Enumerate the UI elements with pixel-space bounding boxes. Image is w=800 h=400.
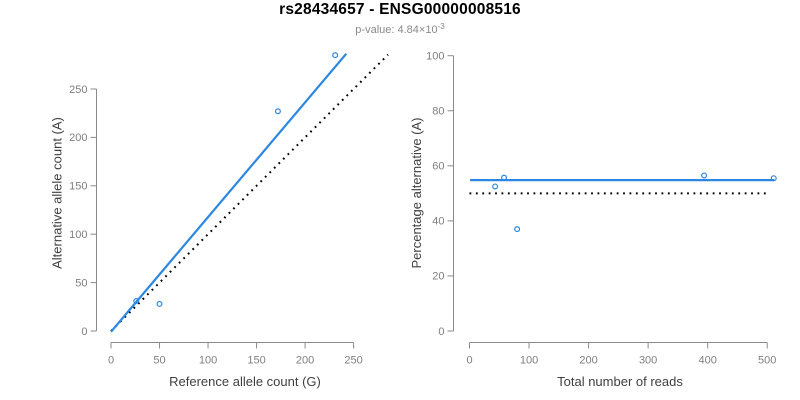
data-point bbox=[701, 172, 708, 179]
panel-allele-counts: 0 50 100 150 200 250 0 50 100 150 200 250 Reference … bbox=[50, 52, 389, 389]
x-axis-title: Reference allele count (G) bbox=[169, 374, 321, 389]
data-point bbox=[274, 108, 281, 115]
data-point bbox=[501, 174, 508, 181]
y-axis-title: Percentage alternative (A) bbox=[409, 117, 424, 268]
x-tick-label: 400 bbox=[698, 355, 716, 367]
data-point bbox=[133, 297, 140, 304]
y-tick-label: 20 bbox=[432, 271, 444, 283]
x-tick-label: 150 bbox=[247, 355, 265, 367]
y-tick-label: 150 bbox=[69, 181, 87, 193]
x-tick-label: 300 bbox=[639, 355, 657, 367]
x-tick-label: 50 bbox=[153, 355, 165, 367]
x-tick-label: 200 bbox=[296, 355, 314, 367]
panel-percentage-alternative: 0 20 40 60 80 100 0 100 200 300 400 500 Total number… bbox=[409, 51, 777, 389]
fit-line bbox=[110, 52, 348, 333]
data-point bbox=[332, 52, 339, 59]
data-point bbox=[514, 226, 521, 233]
y-tick-label: 200 bbox=[69, 132, 87, 144]
data-point bbox=[492, 183, 499, 190]
x-tick-label: 200 bbox=[579, 355, 597, 367]
x-tick-label: 0 bbox=[466, 355, 472, 367]
y-tick-label: 60 bbox=[432, 161, 444, 173]
p-value-subtitle: p-value: 4.84×10-3 bbox=[0, 22, 800, 36]
x-axis-title: Total number of reads bbox=[557, 374, 683, 389]
y-tick-label: 80 bbox=[432, 106, 444, 118]
y-tick-label: 100 bbox=[69, 229, 87, 241]
x-tick-label: 100 bbox=[520, 355, 538, 367]
x-tick-label: 250 bbox=[344, 355, 362, 367]
y-tick-label: 250 bbox=[69, 84, 87, 96]
x-tick-label: 500 bbox=[758, 355, 776, 367]
p-value-exponent: -3 bbox=[437, 22, 445, 31]
y-tick-label: 40 bbox=[432, 216, 444, 228]
y-tick-label: 0 bbox=[81, 326, 87, 338]
y-tick-label: 100 bbox=[426, 51, 444, 63]
data-point bbox=[156, 300, 163, 307]
y-tick-label: 50 bbox=[75, 277, 87, 289]
x-tick-label: 0 bbox=[108, 355, 114, 367]
y-tick-label: 0 bbox=[438, 326, 444, 338]
x-tick-label: 100 bbox=[199, 355, 217, 367]
p-value-text: p-value: 4.84×10 bbox=[355, 24, 438, 36]
figure-title: rs28434657 - ENSG00000008516 bbox=[279, 1, 521, 18]
data-point bbox=[770, 175, 777, 182]
identity-line bbox=[110, 53, 389, 332]
y-axis-title: Alternative allele count (A) bbox=[50, 117, 65, 269]
